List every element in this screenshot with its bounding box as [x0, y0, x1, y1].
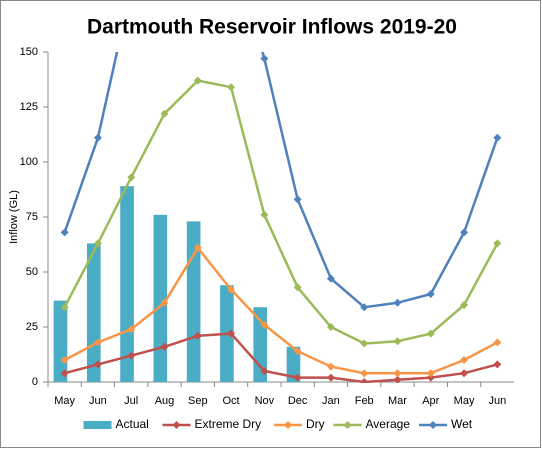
- marker: [293, 373, 302, 382]
- marker: [160, 342, 169, 351]
- legend-label: Wet: [451, 417, 473, 431]
- line: [63, 52, 499, 309]
- marker: [93, 133, 102, 142]
- marker: [493, 338, 502, 347]
- line: [64, 245, 498, 375]
- y-tick-label: 100: [20, 156, 38, 168]
- y-tick-label: 50: [26, 266, 38, 278]
- bar: [153, 214, 168, 382]
- marker: [227, 285, 236, 294]
- marker: [127, 325, 136, 334]
- marker: [160, 298, 169, 307]
- marker: [326, 274, 335, 283]
- marker: [360, 339, 369, 348]
- marker: [60, 356, 69, 364]
- marker: [60, 303, 69, 312]
- x-tick-label: Jun: [89, 395, 107, 407]
- marker: [293, 283, 302, 292]
- marker: [293, 195, 302, 204]
- marker: [460, 356, 469, 364]
- marker: [127, 173, 136, 182]
- x-tick-label: Jan: [322, 395, 340, 407]
- legend-marker: [172, 421, 181, 429]
- chart-title: Dartmouth Reservoir Inflows 2019-20: [87, 16, 457, 39]
- marker: [460, 301, 469, 309]
- marker: [393, 375, 402, 383]
- marker: [127, 351, 136, 360]
- x-tick-label: Oct: [223, 395, 240, 407]
- line: [63, 79, 499, 345]
- plot-area: [53, 52, 502, 383]
- bar: [286, 346, 301, 382]
- marker: [260, 320, 269, 329]
- marker: [93, 338, 102, 347]
- marker: [493, 133, 502, 142]
- marker: [493, 360, 502, 369]
- marker: [260, 210, 269, 219]
- marker: [93, 360, 102, 369]
- marker: [426, 290, 435, 298]
- marker: [193, 76, 202, 85]
- marker: [60, 369, 69, 378]
- marker: [393, 298, 402, 307]
- marker: [426, 369, 435, 378]
- marker: [360, 378, 369, 383]
- legend-marker: [429, 421, 437, 429]
- marker: [360, 303, 369, 312]
- legend-label: Actual: [116, 417, 149, 431]
- marker: [260, 54, 269, 63]
- x-tick-label: Sep: [188, 395, 208, 407]
- legend-label: Dry: [306, 417, 325, 431]
- y-tick-label: 0: [32, 376, 38, 388]
- x-tick-label: Dec: [288, 395, 308, 407]
- marker: [193, 331, 202, 340]
- marker: [260, 367, 269, 375]
- marker: [293, 347, 302, 356]
- legend-swatch: [83, 421, 112, 429]
- x-tick-label: Mar: [388, 395, 407, 407]
- marker: [227, 83, 236, 92]
- marker: [360, 369, 369, 378]
- x-tick-label: Nov: [255, 395, 275, 407]
- marker: [160, 109, 169, 118]
- y-tick-label: 25: [26, 321, 38, 333]
- x-tick-label: Aug: [155, 395, 175, 407]
- x-tick-label: Jul: [124, 395, 138, 407]
- legend-label: Average: [366, 417, 411, 431]
- marker: [426, 373, 435, 382]
- marker: [393, 369, 402, 378]
- marker: [426, 329, 435, 338]
- marker: [393, 337, 402, 346]
- marker: [193, 243, 202, 252]
- x-tick-label: Feb: [355, 395, 374, 407]
- x-tick-label: May: [454, 395, 475, 407]
- x-tick-label: Apr: [422, 395, 439, 407]
- marker: [93, 239, 102, 248]
- y-tick-label: 125: [20, 101, 38, 113]
- y-axis-title: Inflow (GL): [8, 190, 20, 244]
- x-tick-label: May: [54, 395, 75, 407]
- line: [64, 332, 498, 383]
- marker: [60, 228, 69, 237]
- legend-label: Extreme Dry: [195, 417, 262, 431]
- marker: [227, 329, 236, 338]
- y-tick-label: 75: [26, 211, 38, 223]
- marker: [326, 362, 335, 371]
- bar: [53, 300, 68, 382]
- marker: [326, 373, 335, 382]
- y-tick-label: 150: [20, 46, 38, 58]
- x-tick-label: Jun: [488, 395, 506, 407]
- legend-marker: [343, 421, 352, 429]
- marker: [493, 239, 502, 248]
- marker: [460, 369, 469, 378]
- legend-marker: [284, 421, 292, 429]
- marker: [460, 228, 469, 237]
- marker: [326, 323, 335, 331]
